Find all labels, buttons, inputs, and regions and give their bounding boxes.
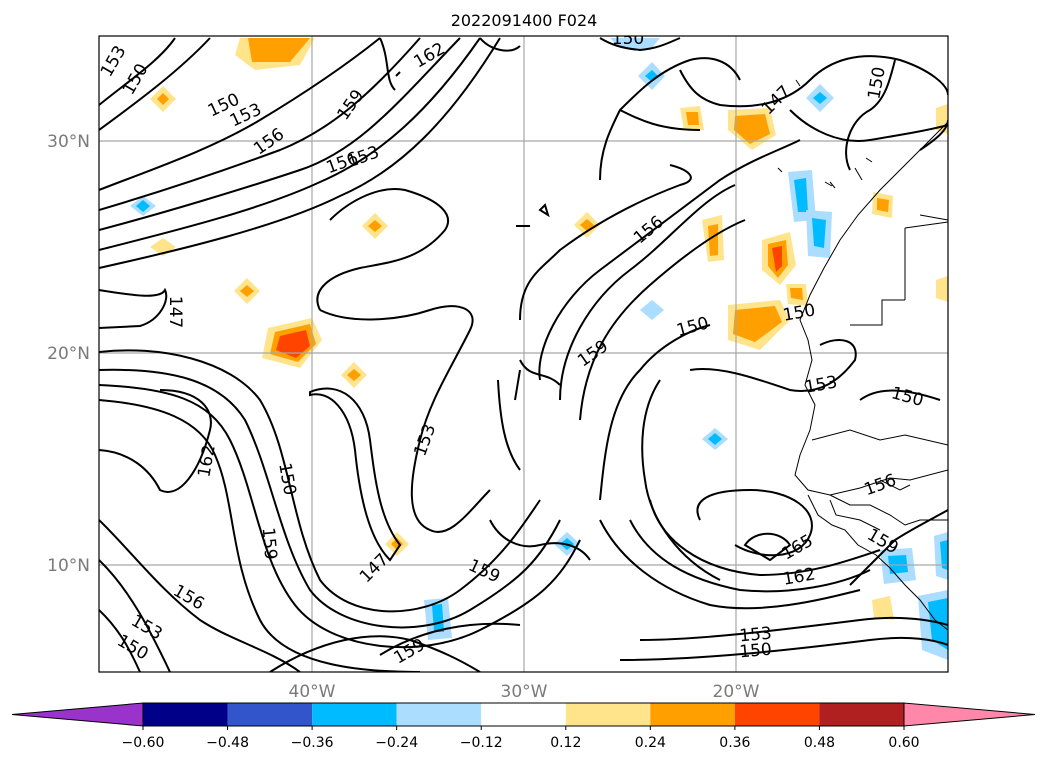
colorbar-tick-label: −0.12 — [460, 735, 503, 751]
colorbar-segment — [565, 703, 651, 726]
contour-label: 153 — [739, 624, 773, 647]
lat-label-10n: 10°N — [47, 556, 90, 576]
colorbar-tick-label: 0.12 — [550, 735, 581, 751]
colorbar-tick-label: 0.36 — [719, 735, 750, 751]
colorbar-segment — [819, 703, 904, 726]
contour-label: 159 — [258, 527, 281, 561]
contour-label: 147 — [165, 296, 185, 328]
map-panel: 153 150 162 150 153 156 159 156 153 150 … — [98, 29, 949, 673]
colorbar-segment — [227, 703, 313, 726]
contour-label-group: 153 150 162 150 153 156 159 156 153 150 … — [99, 29, 926, 668]
lon-label-20w: 20°W — [713, 682, 760, 702]
colorbar-segment — [481, 703, 566, 726]
lat-label-20n: 20°N — [47, 344, 90, 364]
colorbar-tick-label: 0.48 — [804, 735, 835, 751]
anomaly-fill — [130, 38, 948, 660]
contour-label: 150 — [739, 640, 773, 663]
colorbar-outline — [142, 702, 905, 727]
colorbar-extend-high — [903, 702, 1036, 727]
colorbar-segment — [143, 703, 228, 726]
colorbar-tick-label: −0.24 — [375, 735, 418, 751]
colorbar-tick-label: −0.48 — [206, 735, 249, 751]
colorbar-segment — [396, 703, 482, 726]
coastlines — [777, 79, 948, 631]
colorbar-segment — [650, 703, 735, 726]
colorbar-extend-low — [11, 702, 144, 727]
colorbar-tick-label: −0.36 — [291, 735, 334, 751]
lat-label-30n: 30°N — [47, 132, 90, 152]
height-contours — [99, 37, 948, 672]
latitude-labels: 30°N 20°N 10°N — [47, 132, 90, 576]
map-title: 2022091400 F024 — [451, 11, 598, 30]
longitude-labels: 40°W 30°W 20°W — [289, 682, 760, 702]
colorbar-tick-label: 0.60 — [888, 735, 919, 751]
lon-label-40w: 40°W — [289, 682, 336, 702]
map-frame — [98, 35, 949, 673]
colorbar-segment — [312, 703, 397, 726]
lon-label-30w: 30°W — [501, 682, 548, 702]
colorbar-tick-label: −0.60 — [122, 735, 165, 751]
contour-label: 150 — [612, 29, 644, 49]
colorbar-segment — [734, 703, 820, 726]
colorbar: −0.60 −0.48 −0.36 −0.24 −0.12 0.12 0.24 0.36 0.4… — [11, 702, 1036, 751]
colorbar-tick-label: 0.24 — [635, 735, 666, 751]
